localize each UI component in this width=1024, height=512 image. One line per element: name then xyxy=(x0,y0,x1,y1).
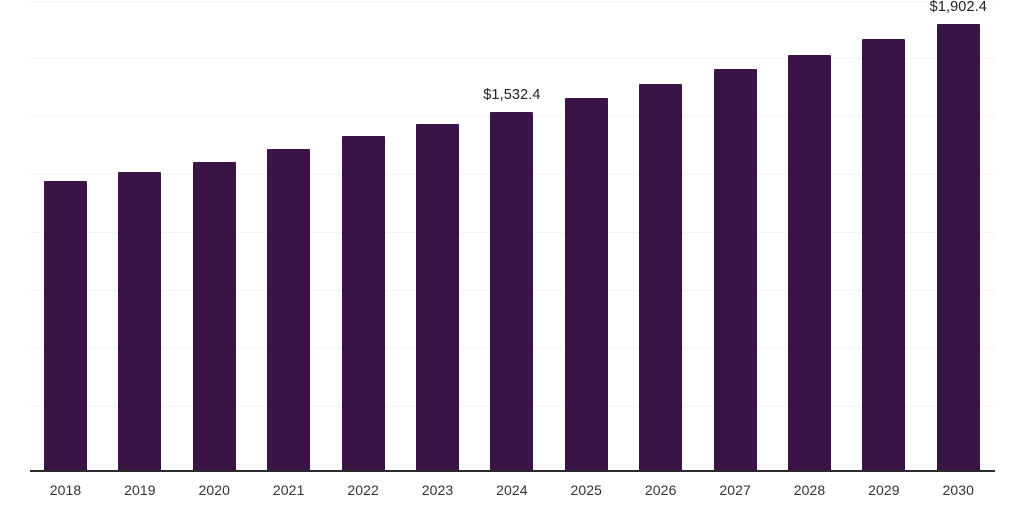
x-axis: 2018 2019 2020 2021 2022 2023 2024 2025 2026 2027… xyxy=(0,471,1024,512)
bar-2020[interactable] xyxy=(192,162,236,470)
bar-2026[interactable] xyxy=(639,84,683,470)
plot-area: $1,532.4 $1,902.4 xyxy=(30,0,995,472)
x-tick-label-2018: 2018 xyxy=(49,482,82,498)
x-tick-label-2022: 2022 xyxy=(347,482,379,498)
bar-2030[interactable] xyxy=(936,24,980,470)
x-tick-label-2026: 2026 xyxy=(644,482,677,498)
x-tick-label-2030: 2030 xyxy=(942,482,975,498)
x-tick-label-2020: 2020 xyxy=(198,482,231,498)
bar-2029[interactable] xyxy=(862,39,906,470)
x-tick-label-2023: 2023 xyxy=(421,482,454,498)
x-tick-label-2027: 2027 xyxy=(719,482,751,498)
x-tick-label-2024: 2024 xyxy=(496,482,528,498)
bar-2018[interactable] xyxy=(44,181,87,470)
x-tick-label-2029: 2029 xyxy=(868,482,900,498)
bar-2027[interactable] xyxy=(713,69,757,470)
x-axis-line xyxy=(30,470,995,472)
bar-2021[interactable] xyxy=(267,149,311,470)
bar-2028[interactable] xyxy=(788,55,831,470)
x-tick-label-2025: 2025 xyxy=(570,482,603,498)
bar-value-label-2024: $1,532.4 xyxy=(483,87,541,103)
bar-2025[interactable] xyxy=(564,98,608,470)
bar-2024[interactable] xyxy=(490,112,534,470)
x-tick-label-2028: 2028 xyxy=(793,482,826,498)
x-tick-label-2019: 2019 xyxy=(124,482,156,498)
bar-2023[interactable] xyxy=(416,124,459,470)
x-tick-label-2021: 2021 xyxy=(272,482,305,498)
bar-value-label-2030: $1,902.4 xyxy=(929,0,987,15)
gridline xyxy=(30,58,995,59)
gridline xyxy=(30,1,995,2)
bar-2022[interactable] xyxy=(341,136,385,470)
bar-2019[interactable] xyxy=(118,172,162,470)
